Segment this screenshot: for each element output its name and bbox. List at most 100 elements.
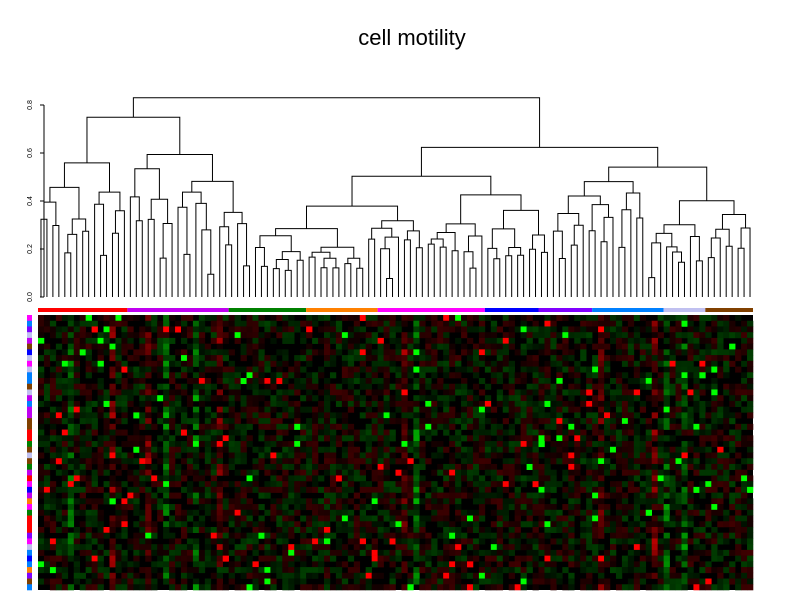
heatmap-cell: [699, 389, 706, 396]
heatmap-cell: [324, 343, 331, 350]
heatmap-cell: [347, 429, 355, 436]
heatmap-cell: [335, 412, 343, 419]
heatmap-cell: [461, 452, 468, 459]
heatmap-cell: [371, 395, 378, 402]
heatmap-cell: [353, 429, 361, 436]
heatmap-cell: [329, 418, 337, 425]
heatmap-cell: [258, 406, 265, 413]
heatmap-cell: [365, 441, 372, 448]
heatmap-cell: [586, 446, 593, 453]
heatmap-cell: [204, 584, 212, 591]
heatmap-cell: [324, 555, 331, 562]
heatmap-cell: [621, 492, 629, 499]
heatmap-cell: [461, 469, 468, 476]
heatmap-cell: [300, 538, 307, 545]
heatmap-cell: [246, 504, 253, 511]
heatmap-cell: [258, 320, 265, 327]
heatmap-cell: [550, 555, 557, 562]
heatmap-cell: [568, 538, 575, 545]
heatmap-cell: [580, 315, 587, 322]
heatmap-cell: [85, 584, 92, 591]
heatmap-cell: [711, 435, 718, 442]
heatmap-cell: [163, 360, 170, 367]
dendrogram-branch: [427, 243, 435, 297]
heatmap-cell: [401, 469, 408, 476]
heatmap-cell: [461, 378, 468, 385]
heatmap-cell: [639, 578, 647, 585]
heatmap-cell: [604, 343, 611, 350]
heatmap-cell: [723, 452, 730, 459]
heatmap-cell: [365, 406, 372, 413]
heatmap-cell: [318, 418, 325, 425]
heatmap-cell: [371, 469, 378, 476]
heatmap-cell: [335, 504, 343, 511]
heatmap-cell: [669, 435, 676, 442]
heatmap-cell: [461, 349, 468, 356]
heatmap-cell: [306, 538, 313, 545]
heatmap-cell: [669, 337, 676, 344]
heatmap-cell: [687, 555, 694, 562]
heatmap-cell: [61, 337, 69, 344]
heatmap-cell: [169, 515, 176, 522]
heatmap-cell: [598, 584, 605, 591]
heatmap-cell: [216, 526, 224, 534]
heatmap-cell: [437, 584, 444, 591]
heatmap-cell: [615, 389, 623, 396]
heatmap-cell: [472, 549, 480, 556]
heatmap-cell: [377, 521, 384, 528]
heatmap-cell: [335, 315, 343, 322]
heatmap-cell: [133, 544, 140, 551]
heatmap-cell: [723, 567, 730, 574]
heatmap-cell: [115, 532, 122, 539]
heatmap-cell: [645, 526, 653, 534]
heatmap-cell: [526, 509, 533, 516]
heatmap-cell: [228, 578, 235, 585]
heatmap-cell: [723, 423, 730, 430]
heatmap-cell: [121, 400, 128, 407]
dendrogram-branch: [651, 242, 662, 297]
heatmap-cell: [598, 463, 605, 470]
heatmap-cell: [222, 504, 229, 511]
heatmap-cell: [109, 406, 116, 413]
heatmap-cell: [192, 423, 200, 430]
heatmap-cell: [276, 452, 283, 459]
heatmap-cell: [538, 481, 545, 488]
heatmap-cell: [258, 412, 265, 419]
heatmap-cell: [627, 549, 635, 556]
heatmap-cell: [508, 498, 515, 505]
heatmap-cell: [502, 544, 510, 551]
heatmap-cell: [294, 452, 301, 459]
heatmap-cell: [383, 355, 390, 362]
heatmap-cell: [651, 400, 658, 407]
heatmap-cell: [252, 549, 259, 556]
heatmap-cell: [717, 418, 724, 425]
heatmap-cell: [145, 349, 152, 356]
heatmap-cell: [216, 343, 224, 350]
heatmap-cell: [514, 400, 521, 407]
heatmap-cell: [633, 441, 641, 448]
heatmap-cell: [741, 521, 748, 528]
heatmap-cell: [312, 509, 319, 516]
heatmap-cell: [437, 486, 444, 493]
row-group-segment: [27, 498, 32, 505]
heatmap-cell: [490, 509, 498, 516]
heatmap-cell: [133, 578, 140, 585]
heatmap-cell: [258, 429, 265, 436]
heatmap-cell: [502, 337, 510, 344]
heatmap-cell: [449, 372, 456, 379]
heatmap-cell: [181, 544, 188, 551]
heatmap-cell: [383, 441, 390, 448]
heatmap-cell: [79, 435, 86, 442]
heatmap-cell: [103, 532, 110, 539]
heatmap-cell: [544, 561, 551, 568]
heatmap-cell: [145, 555, 152, 562]
heatmap-cell: [443, 572, 450, 579]
heatmap-cell: [73, 526, 81, 534]
heatmap-cell: [681, 406, 688, 413]
heatmap-cell: [484, 395, 492, 402]
heatmap-cell: [359, 429, 367, 436]
heatmap-cell: [550, 572, 557, 579]
heatmap-cell: [705, 360, 712, 367]
heatmap-cell: [729, 567, 736, 574]
heatmap-cell: [425, 538, 432, 545]
